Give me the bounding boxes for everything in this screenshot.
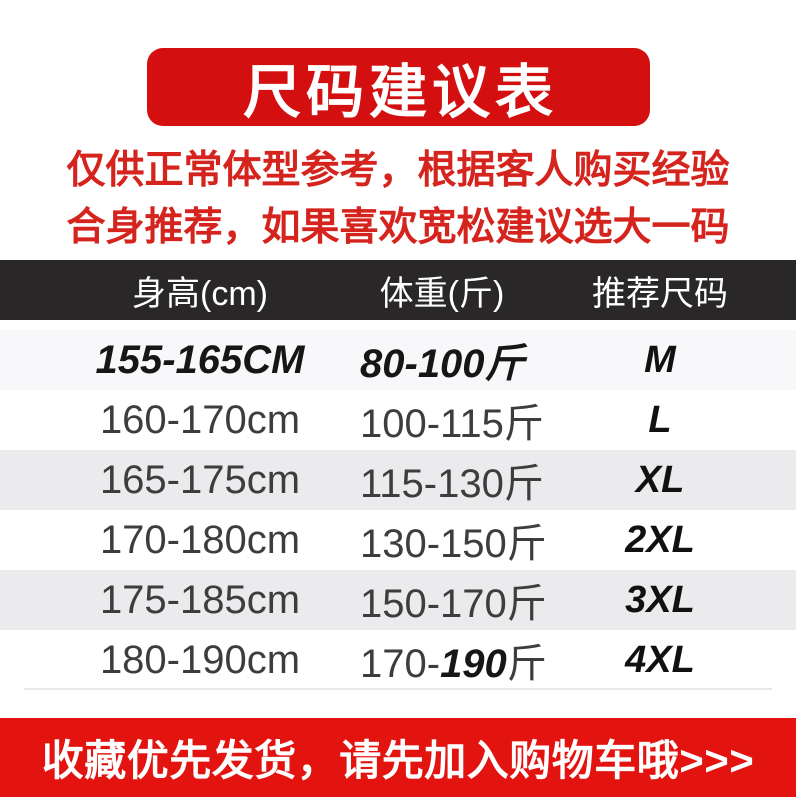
weight-cell: 80-100斤 [360, 342, 525, 386]
size-cell: 4XL [625, 638, 695, 681]
table-body: 155-165CM 80-100斤 M 160-170cm 100-115斤 L… [0, 330, 796, 690]
weight-cell: 170-190斤 [360, 631, 547, 689]
size-cell: XL [635, 458, 685, 501]
title-banner: 尺码建议表 [147, 48, 650, 126]
notice-paragraph: 仅供正常体型参考，根据客人购买经验 合身推荐，如果喜欢宽松建议选大一码 [0, 142, 796, 256]
column-header-size: 推荐尺码 [592, 274, 728, 313]
weight-cell: 130-150斤 [360, 522, 547, 566]
footer-banner: 收藏优先发货，请先加入购物车哦>>> [0, 718, 796, 797]
height-cell: 180-190cm [99, 637, 301, 682]
column-header-height: 身高(cm) [132, 274, 268, 313]
footer-text: 收藏优先发货，请先加入购物车哦>>> [41, 737, 755, 784]
table-row-3xl: 175-185cm 150-170斤 3XL [0, 570, 796, 630]
height-cell: 175-185cm [99, 577, 301, 622]
weight-suffix: 斤 [506, 642, 547, 686]
table-row-m: 155-165CM 80-100斤 M [0, 330, 796, 390]
divider-line [24, 688, 772, 690]
size-cell: L [648, 398, 672, 441]
height-cell: 155-165CM [95, 337, 305, 382]
weight-cell: 150-170斤 [360, 582, 547, 626]
weight-cell: 100-115斤 [360, 402, 544, 446]
height-cell: 170-180cm [99, 517, 301, 562]
column-header-weight: 体重(斤) [379, 274, 505, 313]
size-cell: M [644, 338, 676, 381]
table-header: 身高(cm) 体重(斤) 推荐尺码 [0, 260, 796, 320]
page-title: 尺码建议表 [242, 60, 558, 125]
height-cell: 165-175cm [99, 457, 301, 502]
weight-cell: 115-130斤 [360, 462, 544, 506]
size-cell: 3XL [625, 578, 695, 621]
table-row-2xl: 170-180cm 130-150斤 2XL [0, 510, 796, 570]
table-row-l: 160-170cm 100-115斤 L [0, 390, 796, 450]
size-cell: 2XL [625, 518, 695, 561]
notice-line-2: 合身推荐，如果喜欢宽松建议选大一码 [66, 206, 730, 249]
height-cell: 160-170cm [99, 397, 301, 442]
table-row-xl: 165-175cm 115-130斤 XL [0, 450, 796, 510]
weight-bold-part: 190 [440, 642, 507, 686]
table-row-4xl: 180-190cm 170-190斤 4XL [0, 630, 796, 690]
notice-line-1: 仅供正常体型参考，根据客人购买经验 [66, 149, 730, 192]
weight-prefix: 170- [360, 642, 441, 686]
